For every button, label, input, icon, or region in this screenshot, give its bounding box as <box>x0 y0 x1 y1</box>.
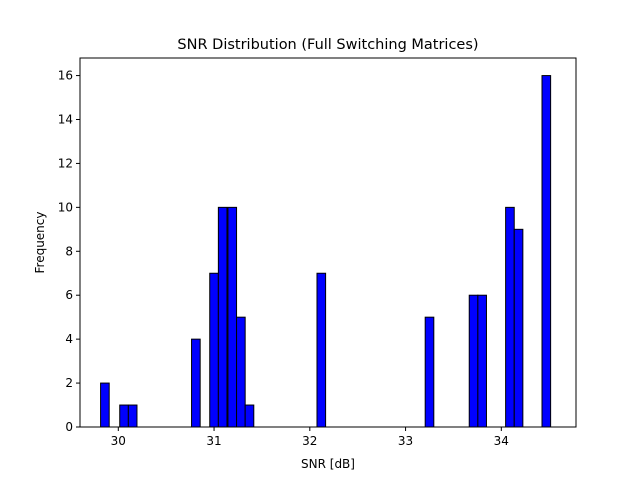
y-tick-label-2: 4 <box>65 332 73 346</box>
histogram-bar-4 <box>209 272 219 428</box>
histogram-bar-7 <box>236 316 246 428</box>
histogram-bar-13 <box>505 206 515 428</box>
histogram-bar-3 <box>191 338 201 428</box>
y-tick-label-7: 14 <box>58 113 73 127</box>
histogram-bar-2 <box>127 404 138 428</box>
x-tick-label-1: 31 <box>206 434 221 448</box>
y-tick-label-6: 12 <box>58 156 73 170</box>
y-axis-label: Frequency <box>33 212 47 274</box>
y-tick-label-4: 8 <box>65 244 73 258</box>
x-axis-ticks: 30 31 32 33 34 <box>111 427 509 448</box>
histogram-bar-8 <box>244 404 255 428</box>
y-tick-label-3: 6 <box>65 288 73 302</box>
histogram-bar-0 <box>100 382 110 428</box>
x-tick-label-2: 32 <box>302 434 317 448</box>
histogram-bar-5 <box>217 206 228 428</box>
plot-frame <box>79 57 577 428</box>
y-tick-label-1: 2 <box>65 376 73 390</box>
x-tick-label-4: 34 <box>494 434 509 448</box>
histogram-bar-11 <box>468 294 479 428</box>
x-axis-label: SNR [dB] <box>301 457 355 471</box>
histogram-bar-9 <box>316 272 327 428</box>
histogram-bar-12 <box>477 294 487 428</box>
chart-title: SNR Distribution (Full Switching Matrice… <box>177 37 478 53</box>
y-tick-label-8: 16 <box>58 69 73 83</box>
x-tick-label-0: 30 <box>111 434 126 448</box>
x-tick-label-3: 33 <box>398 434 413 448</box>
histogram-bar-6 <box>227 206 238 428</box>
histogram-bar-10 <box>424 316 435 428</box>
histogram-bar-15 <box>541 75 552 428</box>
y-tick-label-5: 10 <box>58 200 73 214</box>
histogram-bar-1 <box>119 404 129 428</box>
histogram-bar-14 <box>513 228 524 428</box>
y-tick-label-0: 0 <box>65 420 73 434</box>
y-axis-ticks: 0 2 4 6 8 10 12 14 16 <box>58 69 80 434</box>
bars-layer <box>100 75 552 428</box>
